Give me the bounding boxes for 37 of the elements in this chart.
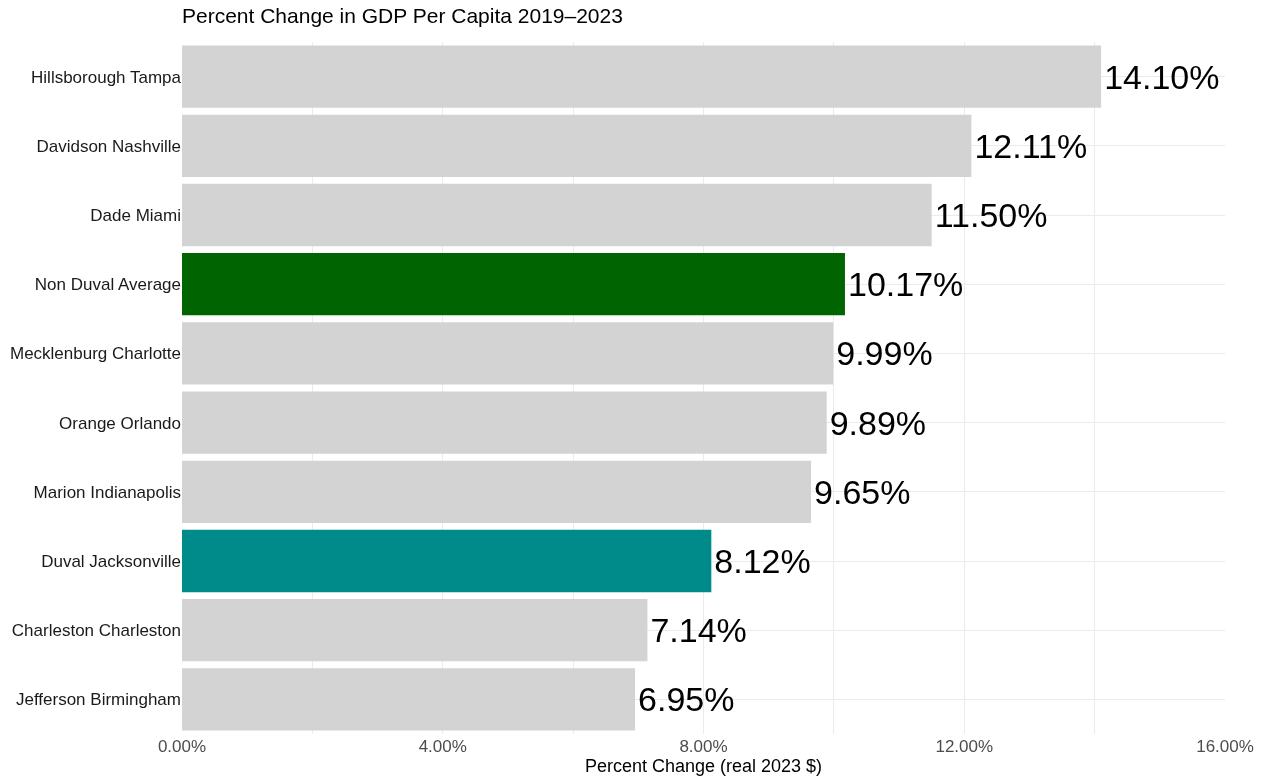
y-tick-label: Dade Miami <box>90 205 181 225</box>
x-tick-label: 0.00% <box>157 737 207 756</box>
data-label: 9.99% <box>836 334 933 373</box>
bar <box>182 599 648 662</box>
data-label: 14.10% <box>1104 57 1220 96</box>
bar <box>182 253 845 316</box>
data-label: 9.89% <box>829 403 927 442</box>
x-tick-label: 16.00% <box>1196 737 1254 756</box>
bar <box>182 391 827 454</box>
bar <box>182 460 812 523</box>
x-tick-label: 12.00% <box>935 737 994 756</box>
y-tick-label: Jefferson Birmingham <box>15 690 181 710</box>
bar <box>182 114 972 177</box>
bar <box>182 45 1102 108</box>
bar <box>182 529 712 593</box>
data-label: 10.17% <box>847 265 964 304</box>
bar <box>182 322 834 385</box>
y-tick-label: Charleston Charleston <box>11 621 181 641</box>
bar <box>182 183 932 247</box>
data-label: 9.65% <box>814 472 911 511</box>
data-label: 11.50% <box>934 196 1048 234</box>
data-label: 8.12% <box>714 542 811 580</box>
y-tick-label: Non Duval Average <box>34 275 181 295</box>
chart-title: Percent Change in GDP Per Capita 2019–2023 <box>182 3 623 27</box>
x-axis-title: Percent Change (real 2023 $) <box>584 756 823 776</box>
data-label: 7.14% <box>650 611 747 650</box>
y-tick-label: Duval Jacksonville <box>41 551 181 571</box>
y-tick-label: Davidson Nashville <box>36 136 181 156</box>
data-label: 12.11% <box>974 126 1088 165</box>
bar <box>182 668 636 731</box>
data-label: 6.95% <box>638 680 735 719</box>
y-tick-label: Marion Indianapolis <box>33 482 181 502</box>
y-tick-label: Orange Orlando <box>59 413 181 433</box>
x-tick-label: 4.00% <box>418 737 467 756</box>
x-tick-label: 8.00% <box>679 737 728 756</box>
y-tick-label: Mecklenburg Charlotte <box>9 344 181 364</box>
y-tick-label: Hillsborough Tampa <box>31 67 182 87</box>
